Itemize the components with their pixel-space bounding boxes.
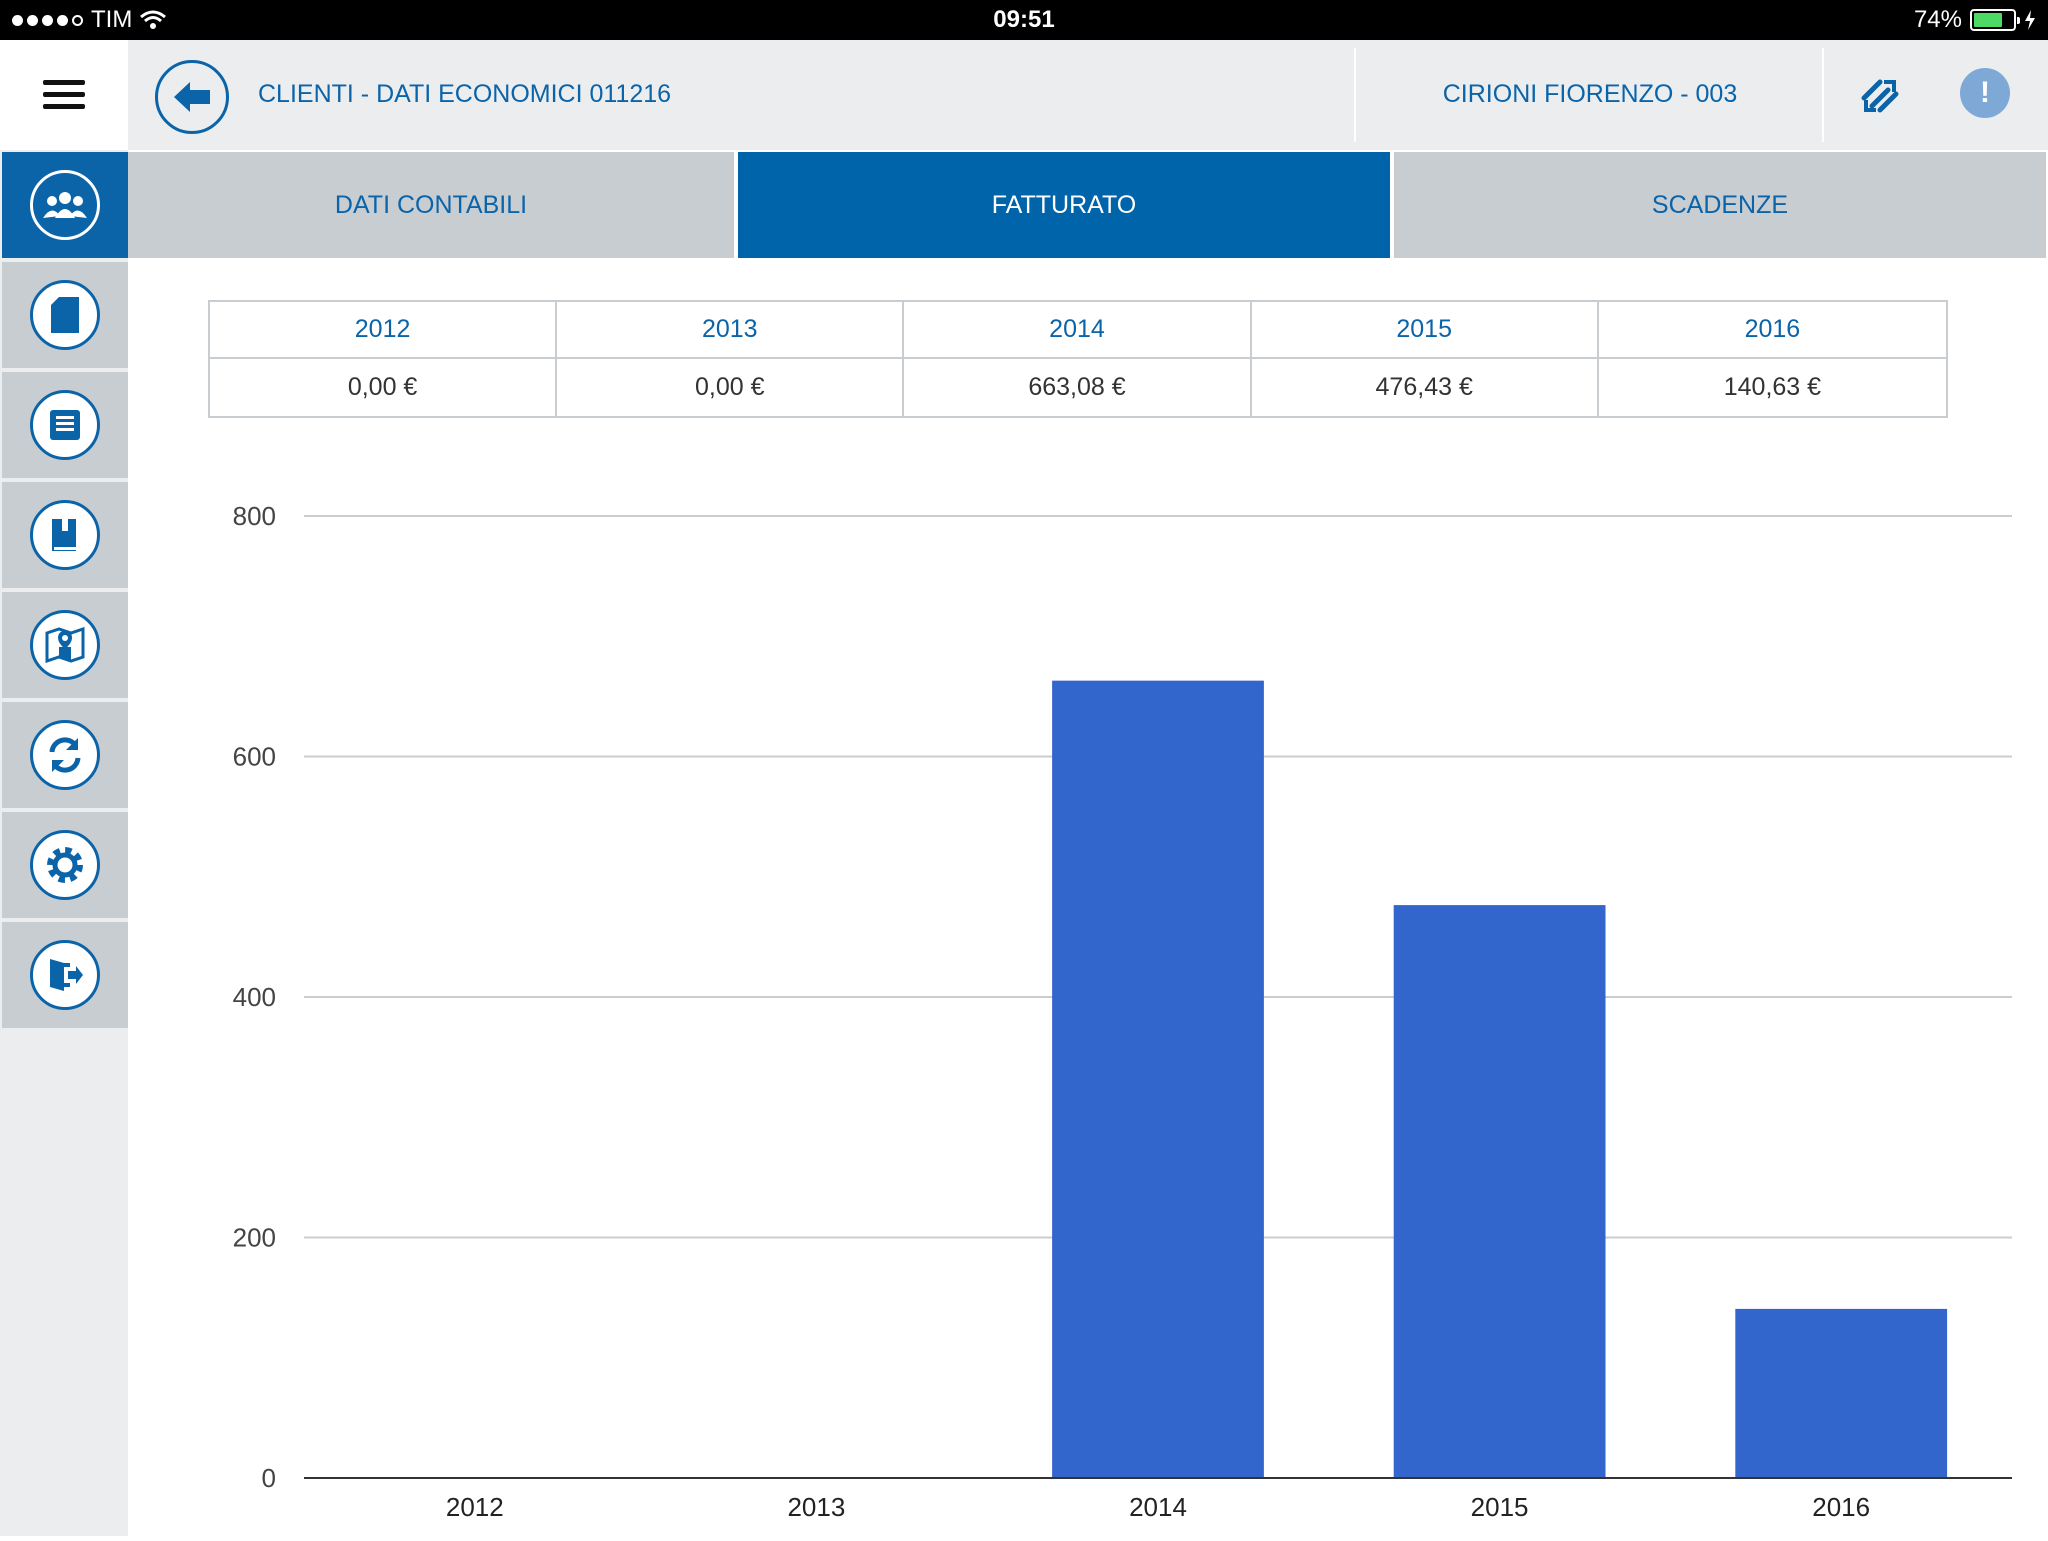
alert-button[interactable]: !	[1960, 68, 2010, 118]
sync-button[interactable]	[1848, 64, 1912, 128]
sidebar-item-settings[interactable]	[2, 812, 128, 918]
sidebar-item-catalog[interactable]	[2, 482, 128, 588]
year-header: 2012	[210, 302, 558, 359]
revenue-bar-chart: 0 200 400 600 800 2012 2013 2014 2015 2016	[233, 501, 2012, 1522]
wifi-icon	[140, 10, 167, 29]
bar-2014	[1052, 680, 1264, 1478]
carrier-label: TIM	[91, 6, 133, 33]
charging-icon	[2025, 10, 2035, 30]
year-header: 2014	[904, 302, 1252, 359]
sidebar-item-sync[interactable]	[2, 702, 128, 808]
x-tick-label: 2012	[446, 1492, 504, 1522]
logout-icon	[50, 959, 83, 991]
back-button[interactable]	[155, 60, 229, 134]
sidebar-item-documents[interactable]	[2, 262, 128, 368]
document-icon	[51, 297, 79, 333]
revenue-chart: 0 200 400 600 800 2012 2013 2014 2015 2016	[200, 470, 2020, 1536]
clients-icon	[43, 192, 87, 218]
app-header: CLIENTI - DATI ECONOMICI 011216 CIRIONI …	[0, 40, 2048, 150]
signal-icon	[12, 14, 83, 26]
revenue-amount: 0,00 €	[210, 359, 558, 416]
tab-dati-contabili[interactable]: DATI CONTABILI	[128, 152, 734, 258]
map-icon	[45, 627, 85, 663]
revenue-amount: 0,00 €	[557, 359, 905, 416]
battery-icon	[1970, 9, 2020, 31]
alert-icon: !	[1980, 76, 1990, 109]
status-bar: TIM 09:51 74%	[0, 0, 2048, 40]
revenue-amount: 476,43 €	[1252, 359, 1599, 416]
header-divider	[1354, 48, 1356, 142]
sidebar	[0, 150, 128, 1536]
arrow-left-icon	[174, 82, 210, 112]
y-tick-label: 600	[233, 742, 276, 772]
header-divider	[1822, 48, 1824, 142]
page-title: CLIENTI - DATI ECONOMICI 011216	[258, 80, 672, 108]
y-tick-label: 800	[233, 501, 276, 531]
bar-2015	[1393, 905, 1606, 1478]
x-tick-label: 2014	[1129, 1492, 1187, 1522]
sidebar-item-map[interactable]	[2, 592, 128, 698]
y-tick-label: 400	[233, 982, 276, 1012]
sync-icon	[49, 737, 81, 773]
x-tick-label: 2016	[1812, 1492, 1870, 1522]
battery-percent: 74%	[1913, 6, 1962, 33]
sidebar-item-inbox[interactable]	[2, 372, 128, 478]
hamburger-icon	[43, 80, 85, 109]
status-time: 09:51	[993, 6, 1055, 33]
inbox-icon	[50, 410, 80, 440]
tab-scadenze[interactable]: SCADENZE	[1394, 152, 2046, 258]
y-tick-label: 200	[233, 1223, 276, 1253]
revenue-amount: 140,63 €	[1723, 373, 1822, 401]
x-tick-label: 2015	[1471, 1492, 1529, 1522]
tab-fatturato[interactable]: FATTURATO	[738, 152, 1390, 258]
catalog-icon	[52, 517, 78, 551]
gear-icon	[47, 847, 83, 883]
year-header: 2013	[557, 302, 905, 359]
year-header: 2016	[1598, 302, 1946, 359]
year-header: 2015	[1251, 302, 1599, 359]
revenue-summary-table: 2012 2013 2014 2015 2016 0,00 € 0,00 € 6…	[208, 300, 1948, 418]
sidebar-item-logout[interactable]	[2, 922, 128, 1028]
revenue-amount: 663,08 €	[904, 359, 1252, 416]
sidebar-item-clients[interactable]	[2, 152, 128, 258]
bar-2016	[1735, 1308, 1948, 1478]
customer-name[interactable]: CIRIONI FIORENZO - 003	[1442, 80, 1738, 108]
x-tick-label: 2013	[787, 1492, 845, 1522]
y-tick-label: 0	[262, 1463, 276, 1493]
status-right: 74%	[1914, 6, 2036, 34]
status-left: TIM	[12, 6, 167, 34]
menu-button[interactable]	[0, 40, 128, 150]
sync-arrows-icon	[1861, 79, 1899, 113]
